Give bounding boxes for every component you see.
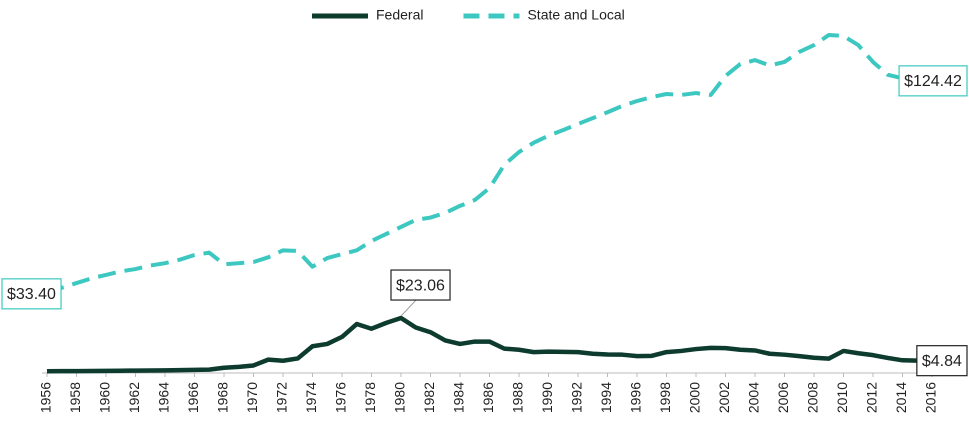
x-tick-label: 1956 [38, 382, 54, 413]
x-tick-label: 1998 [657, 382, 673, 413]
x-tick-label: 1980 [392, 382, 408, 413]
x-tick-label: 2012 [864, 382, 880, 413]
data-label-text: $33.40 [7, 286, 56, 303]
x-tick-label: 2014 [893, 382, 909, 413]
x-tick-label: 1996 [628, 382, 644, 413]
legend-item: Federal [312, 7, 423, 23]
x-tick-label: 1994 [598, 382, 614, 413]
x-tick-label: 1960 [97, 382, 113, 413]
x-tick-label: 1968 [215, 382, 231, 413]
x-tick-label: 2006 [775, 382, 791, 413]
x-tick-label: 1988 [510, 382, 526, 413]
data-label-text: $4.84 [922, 353, 962, 370]
legend-label: Federal [376, 7, 423, 23]
x-tick-label: 1972 [274, 382, 290, 413]
x-tick-label: 1962 [126, 382, 142, 413]
x-tick-label: 1970 [244, 382, 260, 413]
legend-label: State and Local [527, 7, 624, 23]
x-tick-label: 2002 [716, 382, 732, 413]
series-line [46, 315, 918, 374]
data-label: $124.42 [898, 65, 968, 97]
x-tick-label: 1978 [362, 382, 378, 413]
legend-item: State and Local [463, 7, 625, 23]
x-tick-label: 1986 [480, 382, 496, 413]
data-label: $4.84 [916, 345, 968, 377]
data-label: $23.06 [390, 269, 451, 317]
x-tick-label: 1990 [539, 382, 555, 413]
x-tick-label: 1992 [569, 382, 585, 413]
x-tick-label: 1982 [421, 382, 437, 413]
series-line [46, 33, 918, 296]
x-tick-label: 1984 [451, 382, 467, 413]
leader-line [400, 299, 417, 317]
x-tick-label: 1974 [303, 382, 319, 413]
data-label-box [898, 65, 968, 97]
x-tick-label: 2000 [687, 382, 703, 413]
x-tick-label: 1964 [156, 382, 172, 413]
data-label: $33.40 [1, 278, 62, 310]
x-tick-label: 1958 [67, 382, 83, 413]
x-tick-label: 1966 [185, 382, 201, 413]
x-tick-label: 1976 [333, 382, 349, 413]
data-label-text: $124.42 [904, 73, 962, 90]
data-label-box [916, 345, 968, 377]
data-label-box [390, 269, 451, 301]
data-label-box [1, 278, 62, 310]
x-tick-label: 2010 [834, 382, 850, 413]
data-label-text: $23.06 [396, 277, 445, 294]
x-tick-label: 2008 [805, 382, 821, 413]
x-tick-label: 2004 [746, 382, 762, 413]
x-tick-label: 2016 [923, 382, 939, 413]
